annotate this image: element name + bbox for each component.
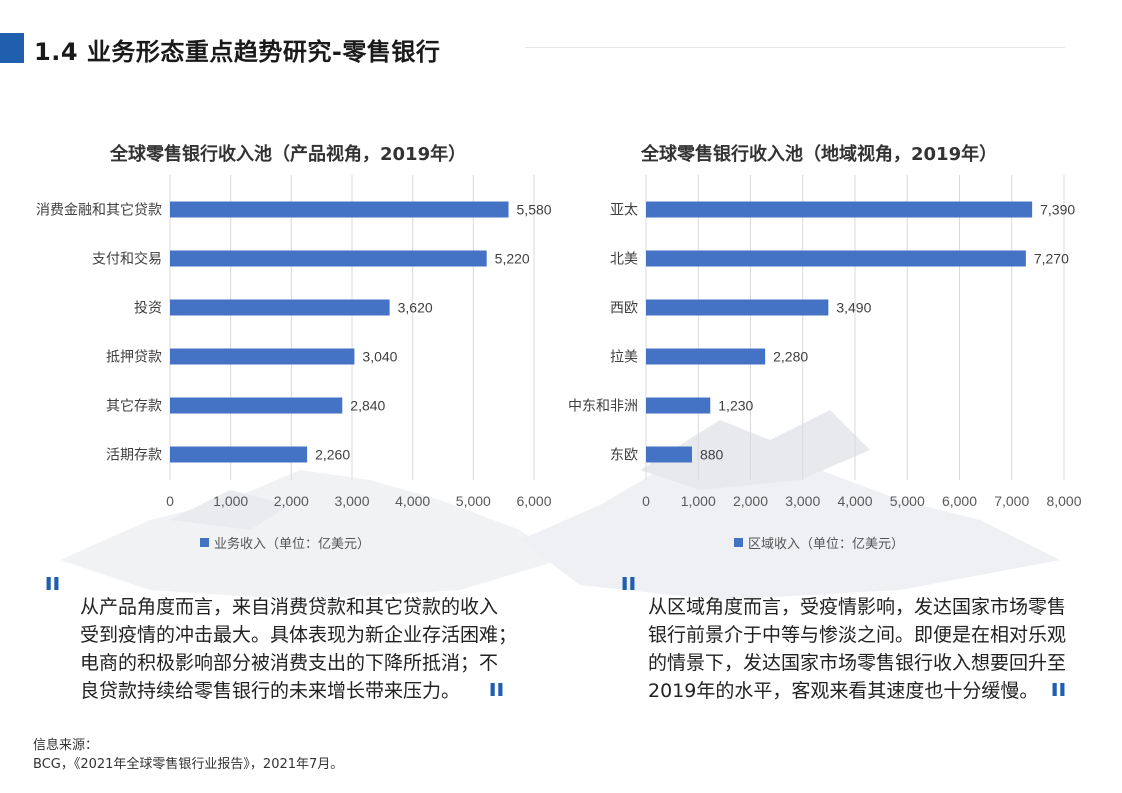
quote-right-line: 从区域角度而言，受疫情影响，发达国家市场零售	[648, 596, 1067, 618]
legend-label-region: 区域收入（单位：亿美元）	[748, 537, 905, 552]
legend-swatch-icon	[200, 538, 209, 547]
data-label: 2,260	[315, 447, 350, 463]
data-label: 880	[700, 447, 724, 463]
data-label: 3,620	[398, 300, 433, 316]
data-label: 2,840	[350, 398, 385, 414]
bar	[646, 348, 766, 365]
quote-left: 从产品角度而言，来自消费贷款和其它贷款的收入 受到疫情的冲击最大。具体表现为新企…	[80, 593, 517, 705]
close-quote-icon: "	[487, 674, 506, 730]
x-tick-label: 7,000	[994, 493, 1029, 509]
data-label: 3,490	[836, 300, 871, 316]
bar	[170, 299, 390, 316]
category-label: 支付和交易	[92, 251, 162, 267]
category-label: 抵押贷款	[106, 349, 162, 365]
category-label: 活期存款	[106, 447, 162, 463]
category-label: 投资	[134, 300, 162, 316]
bar	[646, 201, 1033, 218]
x-tick-label: 5,000	[890, 493, 925, 509]
category-label: 中东和非洲	[568, 398, 638, 414]
bar	[170, 446, 308, 463]
category-label: 东欧	[610, 447, 638, 463]
quote-right-line: 银行前景介于中等与惨淡之间。即便是在相对乐观	[648, 624, 1067, 646]
bar	[646, 250, 1026, 267]
title-accent-bar	[0, 33, 24, 63]
source-label: 信息来源：	[33, 738, 99, 753]
category-label: 拉美	[610, 349, 638, 365]
x-tick-label: 3,000	[334, 493, 369, 509]
bar	[170, 250, 487, 267]
data-label: 5,580	[517, 202, 552, 218]
open-quote-icon: "	[43, 568, 62, 624]
close-quote-icon: "	[1049, 674, 1068, 730]
bar	[170, 201, 509, 218]
category-label: 北美	[610, 251, 638, 267]
data-label: 7,390	[1040, 202, 1075, 218]
legend-region: 区域收入（单位：亿美元）	[734, 533, 904, 552]
x-tick-label: 4,000	[837, 493, 872, 509]
quote-left-line: 从产品角度而言，来自消费贷款和其它贷款的收入	[80, 596, 499, 618]
bar	[646, 299, 829, 316]
x-tick-label: 1,000	[681, 493, 716, 509]
x-tick-label: 4,000	[395, 493, 430, 509]
chart-title-product: 全球零售银行收入池（产品视角，2019年）	[110, 144, 467, 165]
x-tick-label: 6,000	[516, 493, 551, 509]
x-tick-label: 2,000	[733, 493, 768, 509]
quote-right: 从区域角度而言，受疫情影响，发达国家市场零售 银行前景介于中等与惨淡之间。即便是…	[648, 593, 1066, 705]
bar	[646, 397, 711, 414]
data-label: 3,040	[362, 349, 397, 365]
data-label: 7,270	[1034, 251, 1069, 267]
chart-title-region: 全球零售银行收入池（地域视角，2019年）	[641, 144, 998, 165]
legend-product: 业务收入（单位：亿美元）	[200, 533, 370, 552]
x-tick-label: 0	[642, 493, 650, 509]
data-label: 5,220	[495, 251, 530, 267]
x-tick-label: 1,000	[213, 493, 248, 509]
data-label: 1,230	[718, 398, 753, 414]
bar	[646, 446, 692, 463]
x-tick-label: 5,000	[456, 493, 491, 509]
category-label: 消费金融和其它贷款	[36, 202, 162, 218]
open-quote-icon: "	[619, 568, 638, 624]
category-label: 西欧	[610, 300, 638, 316]
quote-right-line: 的情景下，发达国家市场零售银行收入想要回升至	[648, 652, 1067, 674]
quote-left-line: 受到疫情的冲击最大。具体表现为新企业存活困难；	[80, 624, 518, 646]
x-tick-label: 3,000	[785, 493, 820, 509]
page-title: 1.4 业务形态重点趋势研究-零售银行	[34, 38, 441, 66]
quote-right-line: 2019年的水平，客观来看其速度也十分缓慢。	[648, 680, 1039, 702]
category-label: 其它存款	[106, 398, 162, 414]
source-text: BCG，《2021年全球零售银行业报告》，2021年7月。	[33, 757, 344, 772]
bar-chart-product: 0 1,000 2,000 3,000 4,000 5,000 6,000 消费金融和其它贷款…	[36, 175, 552, 509]
bar	[170, 348, 355, 365]
legend-swatch-icon	[734, 538, 743, 547]
title-divider	[525, 47, 1065, 48]
x-tick-label: 2,000	[274, 493, 309, 509]
x-tick-label: 0	[166, 493, 174, 509]
quote-left-line: 电商的积极影响部分被消费支出的下降所抵消；不	[80, 652, 499, 674]
category-label: 亚太	[610, 202, 638, 218]
legend-label-product: 业务收入（单位：亿美元）	[214, 537, 371, 552]
bar-chart-region: 0 1,000 2,000 3,000 4,000 5,000 6,000 7,000 8,00…	[568, 175, 1082, 509]
quote-left-line: 良贷款持续给零售银行的未来增长带来压力。	[80, 680, 461, 702]
x-tick-label: 6,000	[942, 493, 977, 509]
x-tick-label: 8,000	[1046, 493, 1081, 509]
data-label: 2,280	[773, 349, 808, 365]
bar	[170, 397, 343, 414]
